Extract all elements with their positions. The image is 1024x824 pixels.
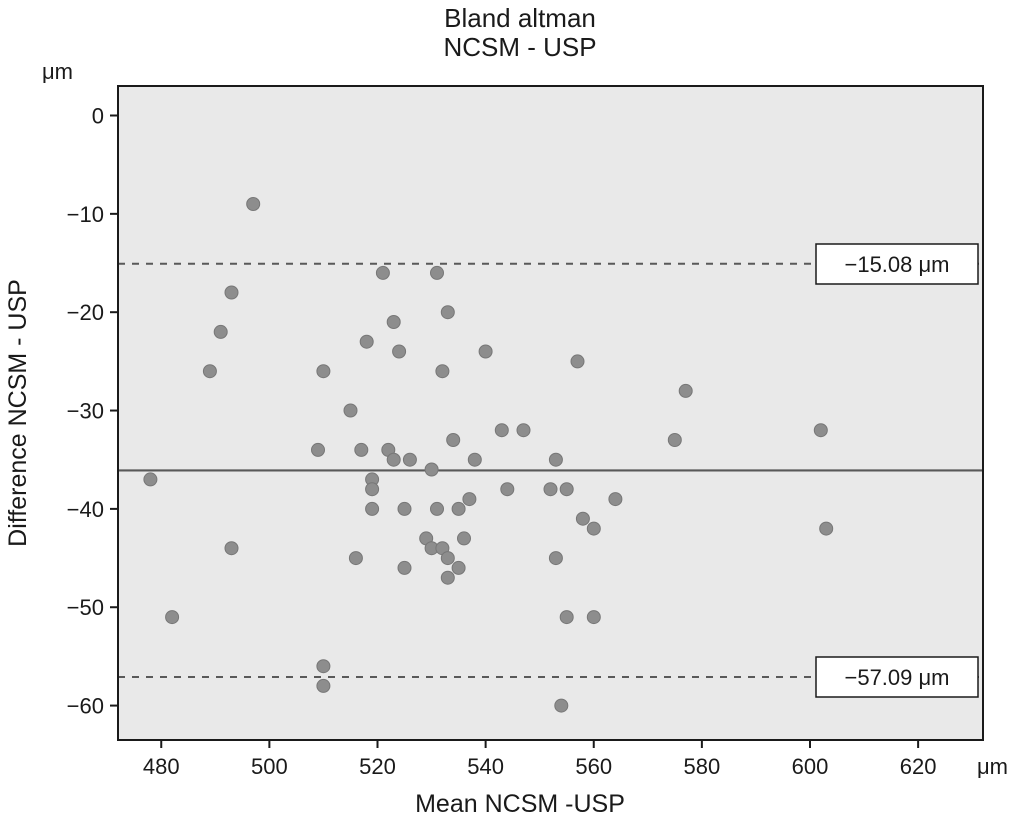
- data-point: [224, 541, 239, 556]
- data-point: [365, 482, 380, 497]
- data-point: [667, 433, 682, 447]
- data-point: [570, 354, 585, 369]
- data-point: [608, 492, 623, 507]
- x-tick-label: 500: [251, 754, 288, 779]
- axis-ticks: 480 500 520 540 560 580 600 620 0 −10 −20 −30 −40 −50…: [67, 104, 937, 779]
- scatter-points: [143, 197, 834, 713]
- data-point: [359, 334, 374, 349]
- data-point: [397, 501, 412, 516]
- data-point: [819, 521, 834, 536]
- data-point: [165, 610, 180, 625]
- lower-limit-label-text: −57.09 μm: [844, 665, 949, 690]
- data-point: [440, 551, 455, 566]
- data-point: [559, 610, 574, 625]
- x-axis-unit-label: μm: [977, 754, 1008, 779]
- data-point: [343, 403, 358, 418]
- data-point: [430, 501, 444, 516]
- data-point: [311, 442, 325, 457]
- data-point: [548, 452, 563, 467]
- data-point: [386, 452, 401, 467]
- data-point: [516, 423, 531, 438]
- data-point: [575, 511, 590, 526]
- x-tick-label: 520: [359, 754, 396, 779]
- data-point: [213, 324, 228, 339]
- data-point: [365, 501, 380, 516]
- data-point: [316, 364, 331, 379]
- data-point: [316, 678, 331, 693]
- data-point: [548, 551, 563, 566]
- x-tick-label: 540: [467, 754, 504, 779]
- chart-title: Bland altman: [444, 3, 596, 33]
- y-axis-unit-label: μm: [42, 59, 73, 84]
- y-tick-label: −50: [67, 595, 104, 620]
- data-point: [500, 482, 515, 497]
- data-point: [462, 492, 477, 507]
- x-tick-label: 580: [684, 754, 721, 779]
- data-point: [451, 501, 466, 516]
- data-point: [224, 285, 239, 300]
- data-point: [457, 531, 471, 546]
- data-point: [586, 521, 601, 536]
- data-point: [392, 344, 407, 359]
- data-point: [424, 462, 439, 477]
- y-tick-label: −30: [67, 399, 104, 424]
- upper-limit-label: −15.08 μm: [815, 243, 979, 285]
- y-tick-label: −60: [67, 694, 104, 719]
- y-tick-label: 0: [92, 104, 104, 129]
- data-point: [316, 659, 331, 674]
- y-axis-title: Difference NCSM - USP: [4, 279, 32, 547]
- data-point: [440, 305, 455, 320]
- data-point: [543, 482, 558, 497]
- y-tick-label: −10: [67, 202, 104, 227]
- x-tick-label: 600: [792, 754, 829, 779]
- x-tick-label: 480: [143, 754, 180, 779]
- data-point: [348, 551, 363, 566]
- data-point: [446, 433, 461, 447]
- x-axis-title: Mean NCSM -USP: [415, 790, 625, 818]
- chart-subtitle: NCSM - USP: [443, 32, 596, 62]
- data-point: [143, 472, 158, 487]
- data-point: [402, 452, 417, 467]
- data-point: [386, 315, 401, 329]
- data-point: [678, 383, 693, 398]
- lower-limit-label-box: [815, 656, 979, 698]
- data-point: [467, 452, 482, 467]
- x-tick-label: 560: [575, 754, 612, 779]
- data-point: [202, 364, 217, 379]
- upper-limit-label-text: −15.08 μm: [844, 252, 949, 277]
- data-point: [478, 344, 493, 359]
- data-point: [435, 364, 450, 379]
- plot-area: [118, 86, 983, 740]
- data-point: [554, 698, 569, 713]
- data-point: [559, 482, 574, 497]
- lower-limit-label: −57.09 μm: [815, 656, 979, 698]
- data-point: [813, 423, 828, 438]
- data-point: [397, 560, 412, 575]
- plot-border: [117, 85, 984, 741]
- data-point: [246, 197, 261, 211]
- data-point: [440, 570, 455, 585]
- y-tick-label: −20: [67, 300, 104, 325]
- upper-limit-label-box: [815, 243, 979, 285]
- y-tick-label: −40: [67, 497, 104, 522]
- data-point: [430, 265, 444, 280]
- data-point: [586, 610, 601, 625]
- data-point: [354, 442, 369, 457]
- x-tick-label: 620: [900, 754, 937, 779]
- data-point: [375, 265, 390, 280]
- data-point: [494, 423, 509, 438]
- data-point: [451, 560, 466, 575]
